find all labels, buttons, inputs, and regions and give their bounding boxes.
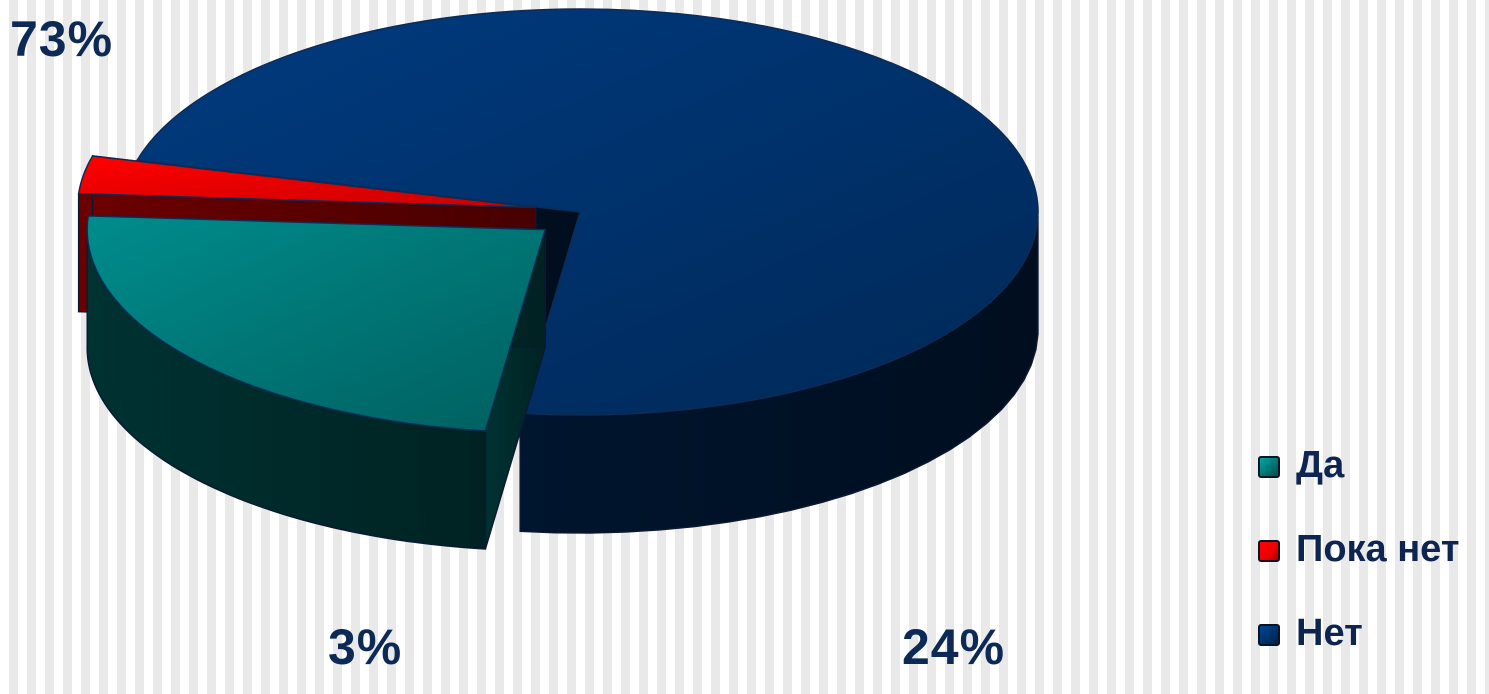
data-label-net: 73%	[10, 11, 114, 67]
legend-label-poka-net: Пока нет	[1296, 528, 1460, 570]
pie-slice-top-poka-net	[77, 155, 536, 209]
pie-chart: 73% 3% 24% Да Пока нет Нет	[10, 8, 1460, 675]
legend-swatch-poka-net	[1258, 540, 1280, 562]
pie-slice-da	[86, 215, 547, 550]
legend-swatch-da	[1258, 456, 1280, 478]
legend-label-net: Нет	[1296, 612, 1363, 654]
pie-slice-top-net	[135, 8, 1039, 416]
data-label-poka-net: 3%	[328, 619, 403, 675]
pie-slice-top-da	[86, 215, 547, 432]
pie-chart-graphic	[77, 8, 1039, 550]
data-label-da: 24%	[902, 619, 1006, 675]
legend-swatch-net	[1258, 624, 1280, 646]
legend-label-da: Да	[1296, 444, 1345, 486]
